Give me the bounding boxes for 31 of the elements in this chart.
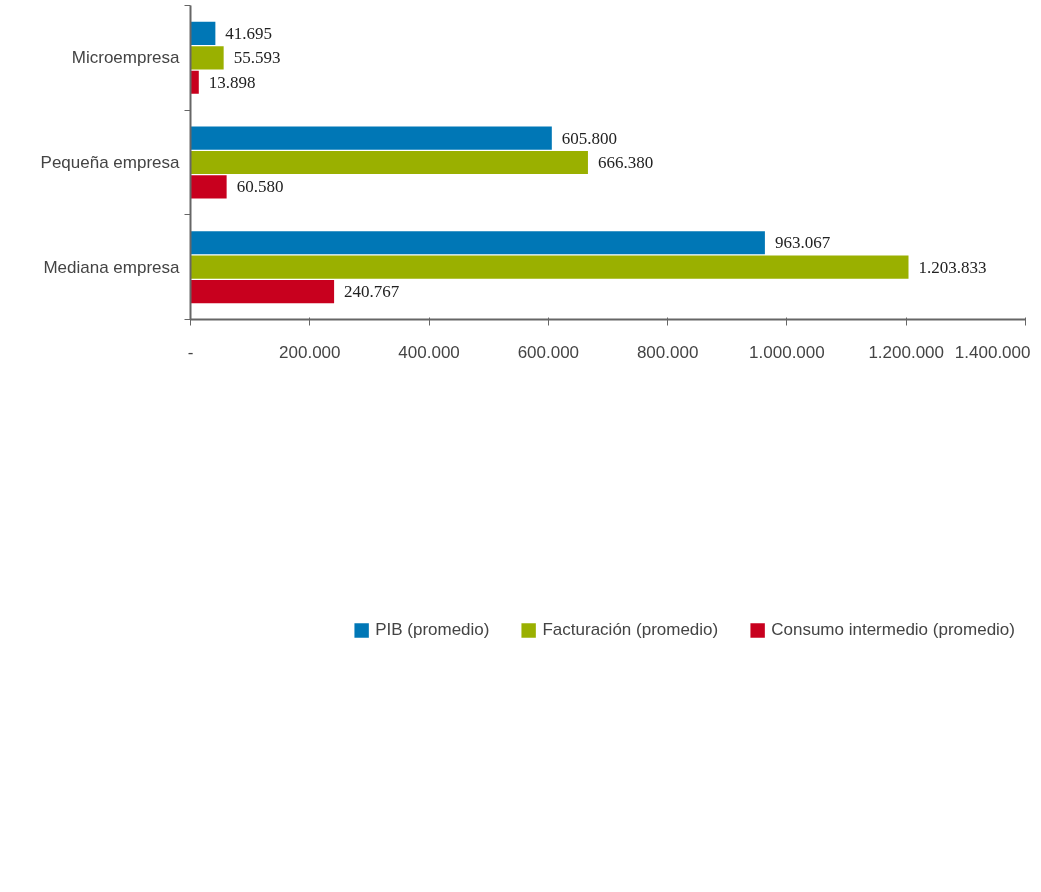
data-label: 60.580 bbox=[236, 177, 284, 197]
data-label: 605.800 bbox=[561, 128, 618, 148]
x-tick-label: 200.000 bbox=[279, 342, 341, 362]
data-label: 13.898 bbox=[208, 72, 256, 92]
legend-label: PIB (promedio) bbox=[375, 620, 490, 640]
data-label: 55.593 bbox=[233, 48, 281, 68]
x-tick-label: - bbox=[187, 342, 194, 362]
x-tick-label: 1.400.000 bbox=[954, 342, 1031, 362]
bar bbox=[190, 21, 216, 46]
x-tick-label: 600.000 bbox=[517, 342, 580, 362]
legend-label: Facturación (promedio) bbox=[542, 620, 719, 640]
data-label: 240.767 bbox=[344, 282, 400, 302]
bar bbox=[190, 46, 224, 70]
y-tick-label: Mediana empresa bbox=[43, 257, 181, 277]
bar bbox=[190, 255, 909, 279]
y-tick-label: Microempresa bbox=[71, 48, 181, 68]
bar bbox=[190, 126, 552, 150]
y-tick-label: Pequeña empresa bbox=[40, 153, 181, 172]
x-tick-label: 800.000 bbox=[636, 342, 699, 362]
data-label: 963.067 bbox=[774, 233, 831, 253]
legend-label: Consumo intermedio (promedio) bbox=[771, 620, 1015, 640]
bar bbox=[190, 279, 335, 304]
x-tick-label: 400.000 bbox=[398, 342, 460, 362]
data-label: 1.203.833 bbox=[918, 257, 987, 277]
data-label: 666.380 bbox=[597, 153, 654, 172]
data-label: 41.695 bbox=[225, 23, 273, 43]
bar bbox=[190, 150, 588, 175]
bar bbox=[190, 175, 227, 199]
x-tick-label: 1.000.000 bbox=[749, 342, 825, 362]
bar bbox=[190, 231, 765, 255]
x-tick-label: 1.200.000 bbox=[868, 342, 945, 362]
